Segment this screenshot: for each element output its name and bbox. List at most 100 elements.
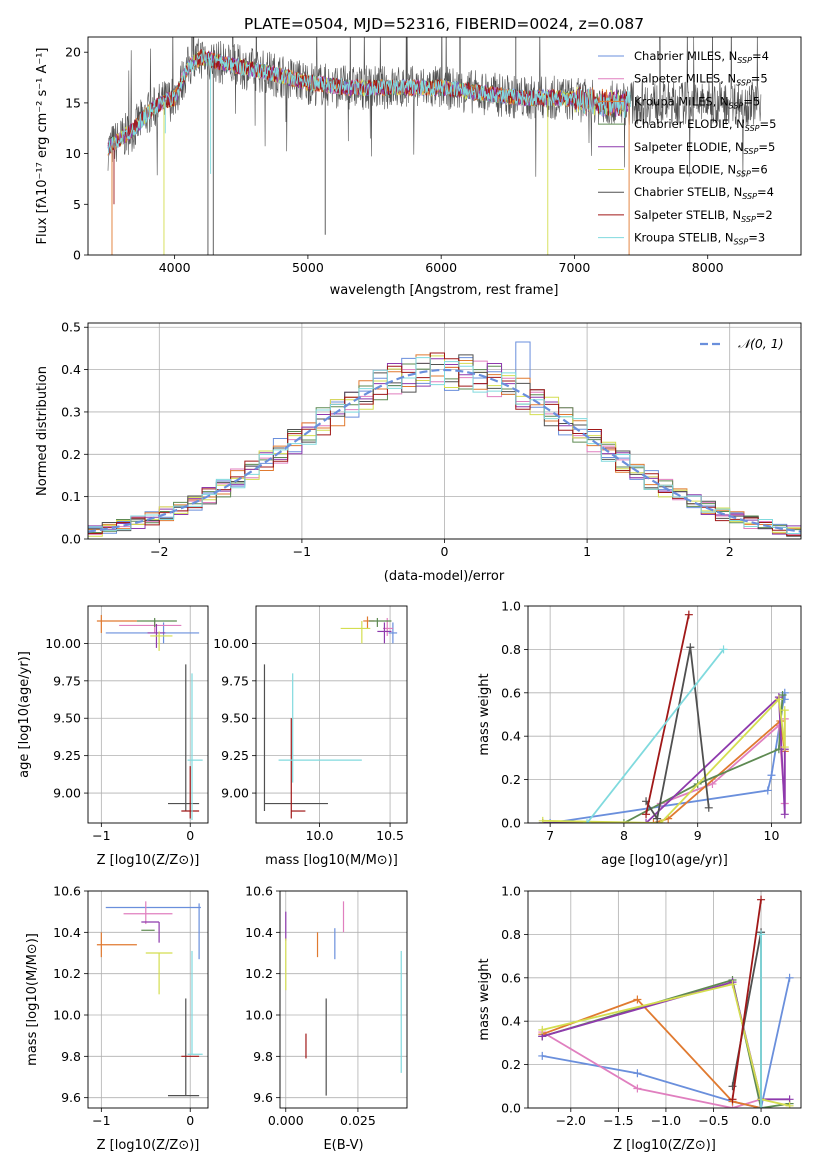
x-tick-label: 0 (186, 1113, 194, 1128)
legend-sub: SSP (745, 124, 760, 133)
weight-marker-kroupa_miles (633, 995, 642, 1004)
y-tick-label: 0.0 (501, 816, 521, 831)
y-tick-label: 9.6 (61, 1090, 81, 1105)
y-tick-label: 0.4 (501, 1014, 521, 1029)
y-axis-label: Flux [fλ10⁻¹⁷ erg cm⁻² s⁻¹ A⁻¹] (35, 48, 50, 245)
y-tick-label: 9.8 (61, 1049, 81, 1064)
y-tick-label: 9.50 (53, 711, 81, 726)
legend-sub: SSP (744, 147, 759, 156)
y-tick-label: 10.0 (53, 1008, 81, 1023)
axes-spectrum: 4000 5000 6000 7000 8000 0 5 10 15 20 (65, 45, 724, 275)
axes-frame (527, 890, 802, 1109)
legend-label: Chabrier ELODIE, N (634, 117, 745, 131)
y-tick-label: 0.0 (61, 532, 81, 547)
x-tick-label: −1 (92, 828, 110, 843)
weight-marker-chabrier_miles (538, 1051, 547, 1060)
weight-marker-chabrier_elodie (619, 819, 628, 823)
legend-label: Chabrier MILES, N (634, 49, 737, 63)
axes-frame (87, 605, 209, 824)
spectrum-lines (107, 37, 762, 255)
legend-entry-salpeter_elodie: Salpeter ELODIE, NSSP=5 (634, 140, 775, 156)
axes-frame (87, 36, 802, 256)
legend-sub: SSP (736, 79, 751, 88)
weight-marker-kroupa_elodie (538, 816, 547, 823)
spectrum-line-chabrier_stelib (107, 37, 762, 178)
axes-frame (279, 890, 408, 1109)
legend-sub: SSP (742, 192, 757, 201)
y-tick-label: 10.2 (53, 966, 81, 981)
y-tick-label: 0.1 (61, 489, 81, 504)
legend-value: =5 (760, 117, 777, 131)
x-tick-label: 8 (620, 828, 628, 843)
weight-marker-kroupa_elodie (785, 1101, 794, 1108)
y-tick-label: 0.6 (501, 685, 521, 700)
figure-title: PLATE=0504, MJD=52316, FIBERID=0024, z=0… (244, 15, 644, 33)
y-tick-label: 9.8 (253, 1049, 273, 1064)
y-tick-label: 10.2 (245, 966, 273, 981)
weight-marker-salpeter_elodie (642, 819, 651, 823)
weight-marker-chabrier_miles (763, 786, 772, 795)
legend-value: =4 (757, 185, 774, 199)
x-axis-label: Z [log10(Z/Z⊙)] (97, 853, 200, 868)
y-tick-label: 10.6 (245, 884, 273, 899)
y-tick-label: 0.0 (501, 1101, 521, 1116)
x-tick-label: 0.000 (268, 1113, 304, 1128)
axes-mass_vs_Z: −1 0 9.6 9.8 10.0 10.2 10.4 10.6 (53, 884, 208, 1128)
x-tick-label: 6000 (425, 260, 457, 275)
x-tick-label: −0.5 (698, 1113, 728, 1128)
legend-value: =4 (752, 49, 769, 63)
x-tick-label: 4000 (159, 260, 191, 275)
x-tick-label: 10.0 (306, 828, 334, 843)
weight-marker-kroupa_elodie (780, 743, 789, 752)
x-tick-label: 0.0 (751, 1113, 771, 1128)
y-tick-label: 0.4 (61, 362, 81, 377)
axes-frame (87, 322, 802, 540)
x-axis-label: Z [log10(Z/Z⊙)] (97, 1138, 200, 1153)
y-tick-label: 0.8 (501, 927, 521, 942)
y-tick-label: 9.50 (221, 711, 249, 726)
x-tick-label: −1.0 (651, 1113, 681, 1128)
weight-line-salpeter_elodie (542, 695, 786, 823)
weight-line-kroupa_miles (541, 998, 762, 1108)
x-axis-label: E(B-V) (323, 1138, 363, 1153)
x-tick-label: 10 (764, 828, 780, 843)
axes-frame (255, 605, 408, 824)
legend-sub: SSP (736, 170, 751, 179)
weight-marker-kroupa_miles (649, 819, 658, 823)
legend-label: Salpeter ELODIE, N (634, 140, 744, 154)
weight-line-salpeter_stelib (645, 614, 690, 815)
weight-marker-kroupa_elodie (538, 1025, 547, 1034)
legend-label: Salpeter STELIB, N (634, 208, 741, 222)
weight-line-kroupa_elodie (542, 697, 786, 823)
weight-marker-kroupa_stelib (583, 819, 592, 823)
y-tick-label: 1.0 (501, 884, 521, 899)
weight-marker-kroupa_stelib (757, 930, 766, 939)
y-axis-label: mass weight (477, 673, 492, 755)
legend-label: Kroupa STELIB, N (634, 231, 734, 245)
y-tick-label: 9.75 (221, 673, 249, 688)
y-tick-label: 0.2 (501, 1057, 521, 1072)
y-axis-label: mass weight (477, 958, 492, 1040)
x-tick-label: 0.025 (340, 1113, 376, 1128)
weight-marker-salpeter_miles (633, 1084, 642, 1093)
legend-value: =5 (758, 140, 775, 154)
legend-entry-normal: 𝒩(0, 1) (738, 336, 784, 351)
y-tick-label: 10 (65, 146, 81, 161)
x-tick-label: −1 (293, 544, 311, 559)
legend-entry-chabrier_miles: Chabrier MILES, NSSP=4 (634, 49, 769, 65)
x-axis-label: wavelength [Angstrom, rest frame] (330, 283, 559, 298)
y-tick-label: 0.6 (501, 970, 521, 985)
errorbars-age_vs_Z (96, 614, 203, 821)
x-tick-label: −1.5 (603, 1113, 633, 1128)
legend-value: =2 (756, 208, 773, 222)
axes-frame (527, 605, 802, 824)
axes-mass_vs_ebv: 0.000 0.025 9.6 9.8 10.0 10.2 10.4 10.6 (245, 884, 407, 1128)
weight-line-kroupa_elodie (542, 983, 790, 1107)
x-tick-label: 0 (186, 828, 194, 843)
weight-marker-kroupa_elodie (774, 695, 783, 704)
weight-marker-chabrier_stelib (653, 814, 662, 823)
normal-reference-curve (88, 368, 801, 533)
errorbars-age_vs_mass (263, 616, 398, 819)
weight-line-chabrier_stelib (645, 647, 710, 822)
histograms (88, 341, 801, 539)
